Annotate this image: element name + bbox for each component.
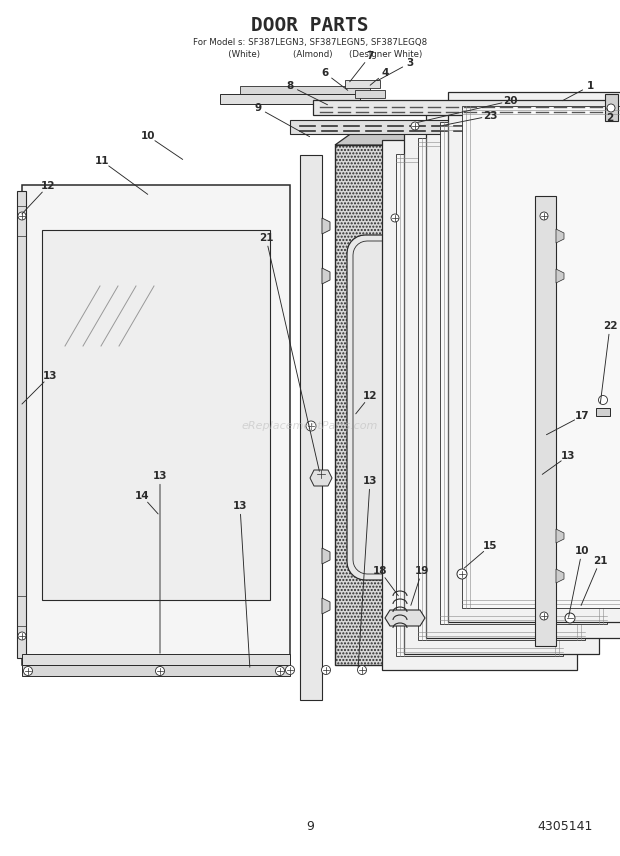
Text: 18: 18 [373,566,388,576]
Polygon shape [448,92,620,622]
Text: 12: 12 [363,391,377,401]
Polygon shape [556,269,564,283]
Polygon shape [22,185,290,665]
Text: 9: 9 [306,819,314,833]
Text: 2: 2 [606,113,614,123]
Text: 20: 20 [503,96,517,106]
Text: 11: 11 [95,156,109,166]
Polygon shape [220,94,360,104]
Polygon shape [605,94,618,121]
Polygon shape [462,106,620,608]
Polygon shape [345,80,380,88]
Circle shape [540,612,548,620]
Circle shape [18,632,26,640]
Polygon shape [322,548,330,564]
Polygon shape [355,90,385,98]
Text: 1: 1 [587,81,593,91]
Polygon shape [335,125,483,145]
Circle shape [598,395,608,405]
Text: 14: 14 [135,491,149,501]
Circle shape [306,421,316,431]
Polygon shape [322,268,330,284]
Polygon shape [347,235,443,580]
Text: 7: 7 [366,51,374,61]
Polygon shape [556,529,564,543]
Text: 22: 22 [603,321,618,331]
Text: 9: 9 [254,103,262,113]
Circle shape [18,212,26,220]
Polygon shape [17,191,26,658]
Polygon shape [556,569,564,583]
Text: 13: 13 [43,371,57,381]
Circle shape [540,212,548,220]
Polygon shape [596,408,610,416]
Text: 21: 21 [593,556,607,566]
Polygon shape [322,218,330,234]
Text: 13: 13 [153,471,167,481]
Polygon shape [556,229,564,243]
Polygon shape [310,470,332,486]
Polygon shape [42,230,270,600]
Text: 15: 15 [483,541,497,551]
Circle shape [358,665,366,675]
Circle shape [275,667,285,675]
Polygon shape [290,120,580,134]
Polygon shape [335,145,455,665]
Text: 6: 6 [321,68,329,78]
Polygon shape [426,108,620,638]
Text: 8: 8 [286,81,294,91]
Polygon shape [22,665,290,676]
Text: 23: 23 [483,111,497,121]
Text: 4: 4 [381,68,389,78]
Text: DOOR PARTS: DOOR PARTS [251,15,369,34]
Polygon shape [404,124,599,654]
Polygon shape [240,86,370,94]
Polygon shape [535,196,556,646]
Circle shape [322,665,330,675]
Text: 17: 17 [575,411,590,421]
Polygon shape [382,140,577,670]
Text: 10: 10 [575,546,589,556]
Text: 10: 10 [141,131,155,141]
Text: 13: 13 [232,501,247,511]
Text: For Model s: SF387LEGN3, SF387LEGN5, SF387LEGQ8: For Model s: SF387LEGN3, SF387LEGN5, SF3… [193,38,427,46]
Text: 4305141: 4305141 [538,819,593,833]
Polygon shape [396,154,563,656]
Circle shape [607,104,615,112]
Polygon shape [418,138,585,640]
Polygon shape [22,654,290,665]
Text: (White)            (Almond)      (Designer White): (White) (Almond) (Designer White) [198,50,422,58]
Text: 13: 13 [560,451,575,461]
Circle shape [24,667,32,675]
Circle shape [156,667,164,675]
Text: 12: 12 [41,181,55,191]
Circle shape [457,569,467,579]
Polygon shape [313,100,610,115]
Polygon shape [300,155,322,700]
Text: 19: 19 [415,566,429,576]
Text: 3: 3 [406,58,414,68]
Polygon shape [322,598,330,614]
Text: eReplacementParts.com: eReplacementParts.com [242,421,378,431]
Circle shape [391,214,399,222]
Circle shape [411,122,419,130]
Circle shape [285,665,294,675]
Polygon shape [385,610,425,626]
Polygon shape [440,122,607,624]
Text: 13: 13 [363,476,377,486]
Circle shape [565,613,575,623]
Text: 21: 21 [259,233,273,243]
